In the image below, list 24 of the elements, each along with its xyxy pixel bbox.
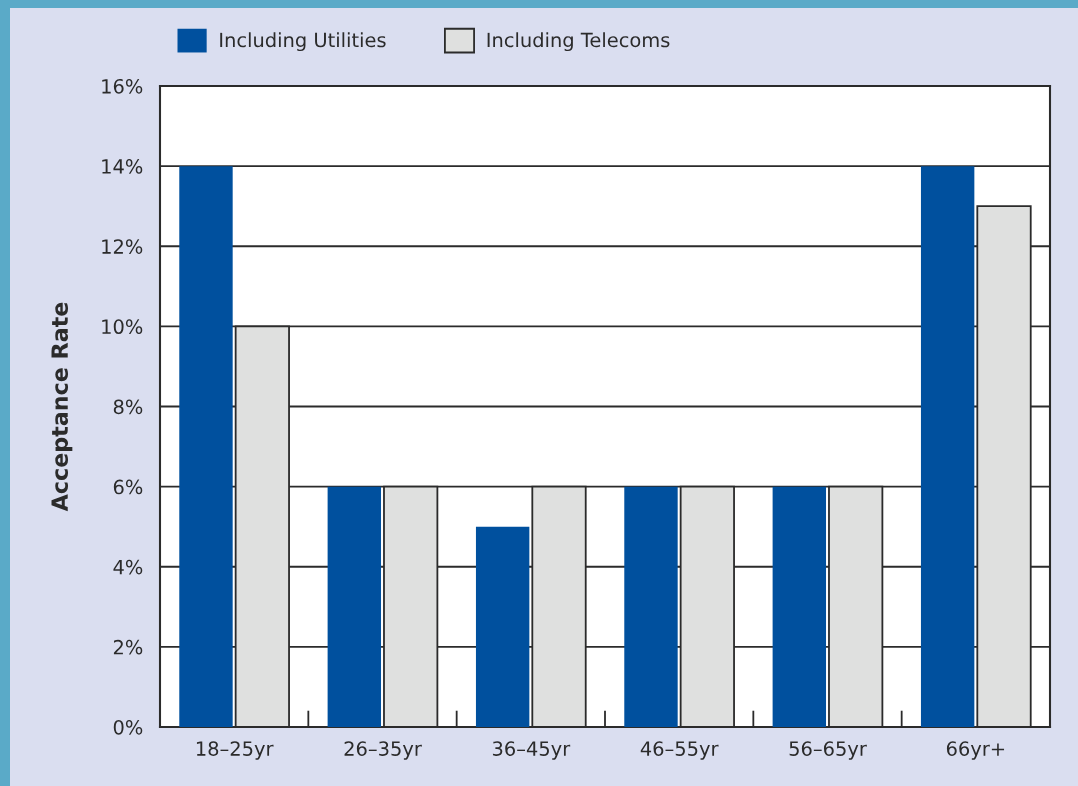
x-tick-label: 46–55yr (640, 741, 719, 760)
bar (624, 486, 678, 727)
y-tick-label: 16% (102, 78, 143, 94)
x-tick-label: 56–65yr (789, 741, 867, 760)
bar (179, 166, 233, 727)
x-tick-label: 66yr+ (946, 741, 1005, 760)
y-tick-label: 14% (102, 159, 143, 174)
x-tick-label: 26–35yr (344, 741, 422, 760)
y-tick-label: 10% (102, 319, 143, 335)
legend-label: Including Telecoms (487, 32, 670, 52)
bar (475, 526, 530, 727)
y-tick-label: 6% (113, 479, 143, 495)
y-tick-label: 0% (113, 719, 143, 735)
y-tick-label: 8% (113, 399, 143, 415)
x-tick-label: 36–45yr (492, 741, 571, 760)
y-tick-label: 4% (113, 559, 143, 575)
legend-label: Including Utilities (220, 32, 386, 52)
x-tick-label: 18–25yr (196, 741, 274, 760)
y-tick-label: 2% (113, 639, 143, 655)
bar (327, 486, 382, 727)
y-axis-title: Acceptance Rate (51, 302, 73, 512)
bar (772, 486, 827, 727)
bar (920, 166, 975, 727)
y-tick-label: 12% (102, 239, 143, 254)
